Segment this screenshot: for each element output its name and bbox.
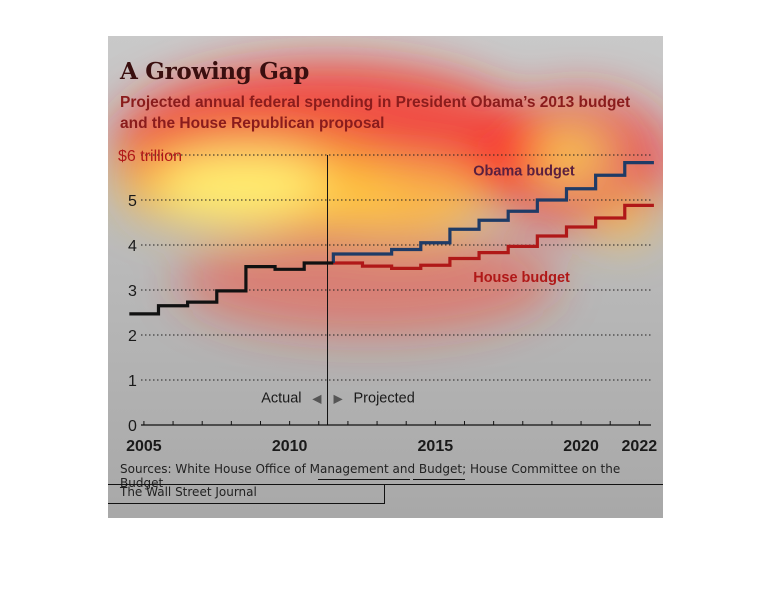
y-tick-label: 2 — [128, 328, 137, 345]
footer-rule-bottom — [108, 503, 385, 504]
series-line-actual — [129, 261, 334, 316]
y-tick-label: $6 trillion — [118, 148, 182, 165]
y-tick-label: 1 — [128, 373, 137, 390]
chart-subtitle: Projected annual federal spending in Pre… — [120, 94, 631, 132]
chart-panel: A Growing Gap Projected annual federal s… — [108, 36, 663, 518]
actual-label: Actual — [261, 391, 301, 407]
credit-line: The Wall Street Journal — [120, 485, 257, 499]
x-tick-label: 2022 — [622, 438, 658, 455]
left-arrow-icon: ◀ — [312, 392, 322, 406]
x-tick-label: 2020 — [563, 438, 599, 455]
sources-underline-a — [318, 479, 410, 480]
y-tick-label: 5 — [128, 193, 137, 210]
x-tick-label: 2005 — [126, 438, 162, 455]
footer-rule-vertical — [384, 484, 385, 504]
y-tick-label: 4 — [128, 238, 137, 255]
sources-underline-b — [413, 479, 465, 480]
plot-area: 0 1 2 3 4 5 $6 trillion 2005 2010 2015 2020 2022 Act… — [118, 148, 658, 455]
legend-label-house: House budget — [473, 270, 570, 286]
legend-label-obama: Obama budget — [473, 163, 575, 179]
y-tick-label: 3 — [128, 283, 137, 300]
x-tick-label: 2015 — [418, 438, 454, 455]
footer-rule-top — [108, 484, 663, 485]
series-line-obama — [331, 161, 654, 263]
right-arrow-icon: ▶ — [334, 392, 344, 406]
y-tick-label: 0 — [128, 418, 137, 435]
chart-title: A Growing Gap — [120, 58, 310, 85]
series-line-house — [333, 203, 654, 270]
x-tick-label: 2010 — [272, 438, 308, 455]
sources-note: Sources: White House Office of Managemen… — [120, 462, 621, 490]
projected-label: Projected — [354, 391, 415, 407]
